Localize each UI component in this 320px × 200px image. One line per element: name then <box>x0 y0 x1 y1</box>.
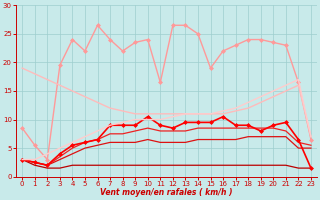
X-axis label: Vent moyen/en rafales ( km/h ): Vent moyen/en rafales ( km/h ) <box>100 188 233 197</box>
